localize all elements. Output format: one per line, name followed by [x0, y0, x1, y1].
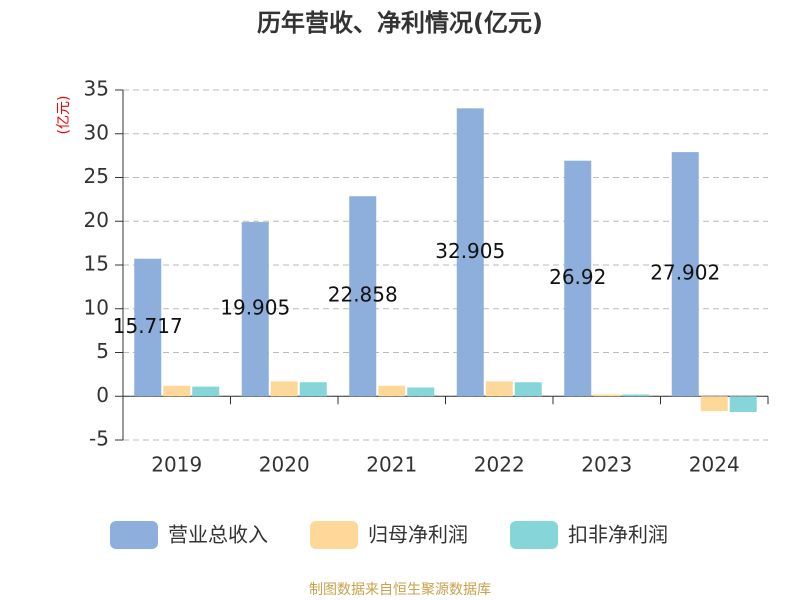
bar — [407, 387, 435, 397]
y-axis-label: (亿元) — [56, 96, 72, 135]
bar — [134, 258, 162, 397]
y-tick-label: 5 — [96, 339, 109, 363]
y-tick-label: 25 — [84, 164, 109, 188]
bar — [270, 381, 298, 397]
bar — [241, 222, 269, 397]
y-tick-label: 20 — [84, 208, 109, 232]
data-label: 15.717 — [113, 314, 183, 338]
legend-swatch — [310, 521, 358, 549]
y-tick-label: 35 — [84, 77, 109, 101]
legend-swatch — [110, 521, 158, 549]
y-tick-label: 15 — [84, 252, 109, 276]
bar — [163, 385, 191, 397]
bar — [485, 381, 513, 397]
bar — [729, 396, 757, 412]
legend-label: 归母净利润 — [368, 523, 468, 547]
bar — [514, 382, 542, 397]
y-tick-label: 0 — [96, 383, 109, 407]
x-tick-label: 2020 — [259, 453, 310, 477]
legend-swatch — [510, 521, 558, 549]
source-note: 制图数据来自恒生聚源数据库 — [309, 582, 491, 598]
legend-label: 扣非净利润 — [568, 523, 668, 547]
bar — [564, 160, 592, 397]
x-tick-label: 2023 — [581, 453, 632, 477]
x-tick-label: 2024 — [689, 453, 740, 477]
x-tick-label: 2019 — [151, 453, 202, 477]
bar — [378, 385, 406, 397]
bar — [299, 382, 327, 397]
bar — [622, 394, 650, 397]
legend-label: 营业总收入 — [168, 523, 268, 547]
bar — [700, 396, 728, 412]
y-tick-label: 30 — [84, 120, 109, 144]
y-tick-label: 10 — [84, 295, 109, 319]
bar — [593, 394, 621, 397]
data-label: 27.902 — [650, 261, 720, 285]
x-tick-label: 2021 — [366, 453, 417, 477]
chart-title: 历年营收、净利情况(亿元) — [257, 9, 543, 37]
data-label: 26.92 — [549, 265, 606, 289]
bar — [349, 196, 377, 397]
data-label: 32.905 — [435, 239, 505, 263]
y-tick-label: -5 — [89, 427, 109, 451]
bar — [671, 152, 699, 397]
x-tick-label: 2022 — [474, 453, 525, 477]
bar — [192, 386, 220, 397]
data-label: 22.858 — [328, 283, 398, 307]
data-label: 19.905 — [220, 296, 290, 320]
bar — [456, 108, 484, 397]
